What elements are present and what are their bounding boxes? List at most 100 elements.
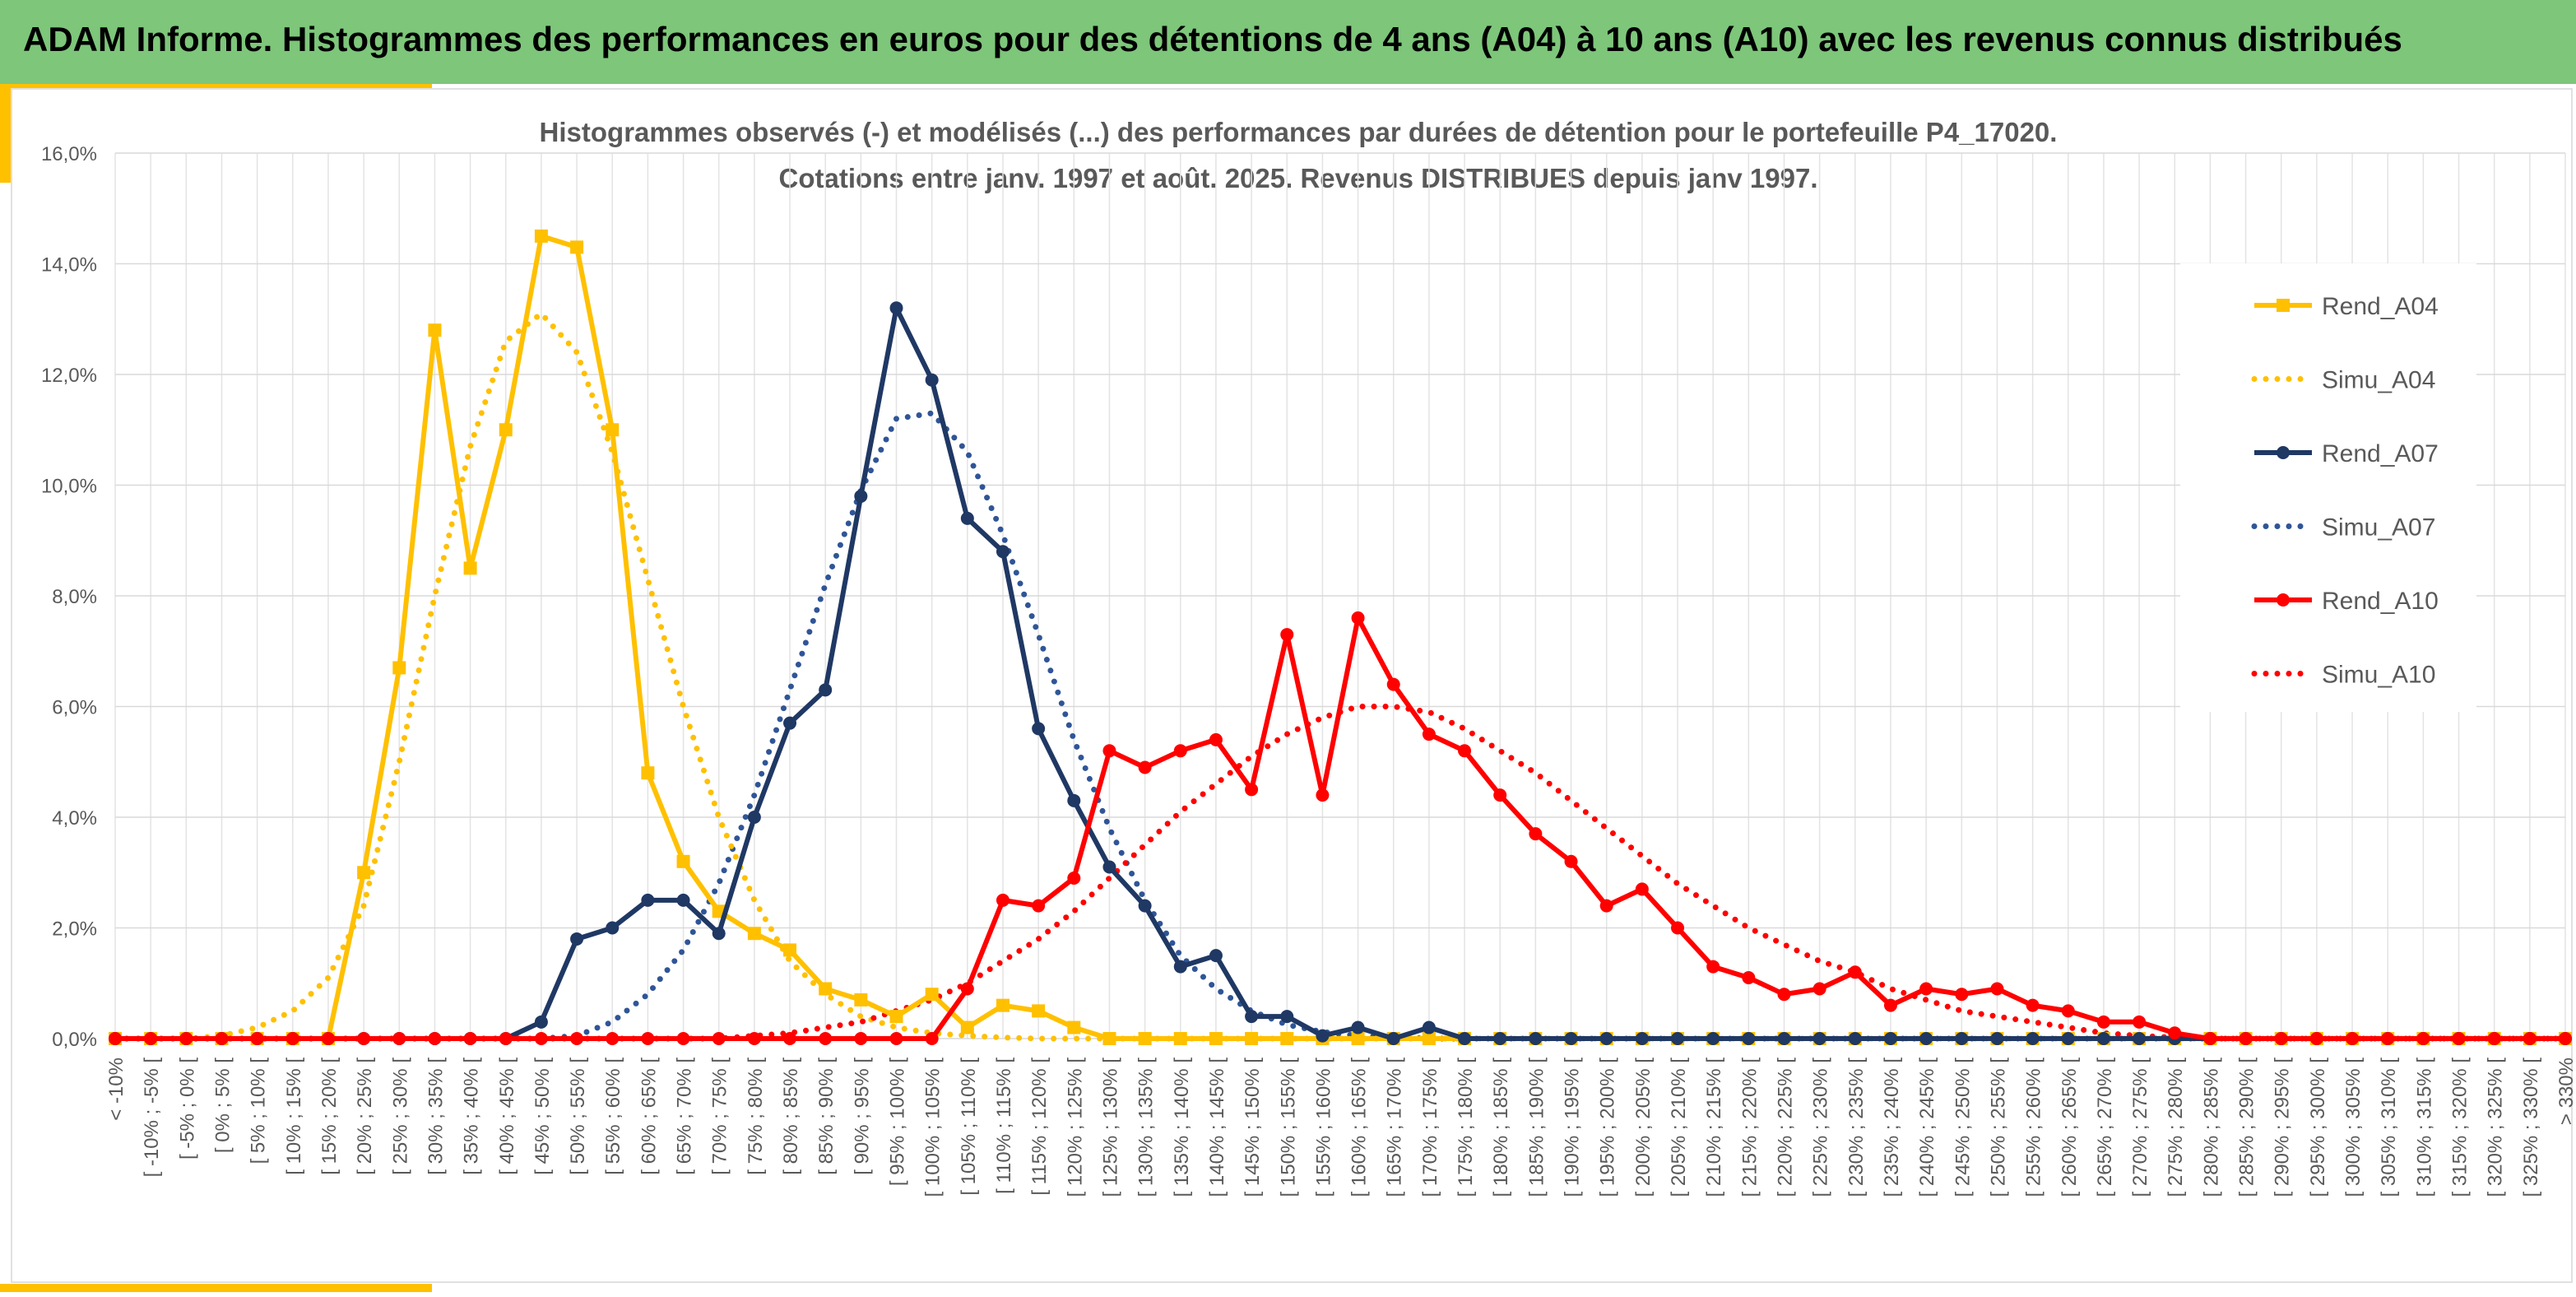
data-point <box>1386 1032 1400 1045</box>
data-point <box>925 373 939 387</box>
x-tick-label: [ 20% ; 25% [ <box>354 1058 376 1175</box>
data-point <box>1067 793 1081 807</box>
series-line-simu_a10 <box>112 704 2569 1042</box>
data-point <box>1883 998 1897 1012</box>
series-line-rend_a07 <box>115 305 2565 1041</box>
data-point <box>1635 882 1649 896</box>
data-point <box>819 1032 833 1045</box>
page-title: ADAM Informe. Histogrammes des performan… <box>23 20 2402 58</box>
data-point <box>1990 1032 2004 1045</box>
x-tick-label: [ 150% ; 155% [ <box>1277 1058 1299 1197</box>
accent-bar-bottom <box>0 1284 432 1292</box>
data-point <box>2487 1032 2501 1045</box>
data-point <box>1245 783 1259 797</box>
data-point <box>1671 1032 1685 1045</box>
data-point <box>1351 1020 1365 1034</box>
data-point <box>570 932 584 946</box>
data-point <box>676 1032 690 1045</box>
data-point <box>1067 871 1081 885</box>
x-tick-label: [ 75% ; 80% [ <box>745 1058 767 1175</box>
data-point <box>1493 788 1507 802</box>
data-point <box>1386 677 1400 691</box>
x-tick-label: [ 0% ; 5% [ <box>211 1058 234 1153</box>
data-point <box>1671 921 1685 935</box>
data-point <box>2559 1032 2572 1045</box>
x-tick-label: [ 10% ; 15% [ <box>283 1058 305 1175</box>
data-point <box>1812 1032 1826 1045</box>
y-tick-label: 0,0% <box>52 1029 97 1051</box>
data-point <box>925 1032 939 1045</box>
legend-background <box>2180 263 2476 712</box>
data-point <box>1173 960 1187 974</box>
x-tick-label: [ 55% ; 60% [ <box>602 1058 624 1175</box>
data-point <box>606 1032 620 1045</box>
data-point <box>285 1032 299 1045</box>
data-point <box>996 998 1010 1012</box>
x-tick-label: [ 5% ; 10% [ <box>248 1058 270 1165</box>
data-point <box>2346 1032 2360 1045</box>
x-tick-label: [ 140% ; 145% [ <box>1206 1058 1228 1197</box>
data-point <box>819 982 833 996</box>
data-point <box>392 661 406 675</box>
data-point <box>1564 854 1578 868</box>
series-line-rend_a10 <box>115 615 2565 1041</box>
x-tick-label: [ 250% ; 255% [ <box>1987 1058 2009 1197</box>
x-tick-label: [ 145% ; 150% [ <box>1242 1058 1264 1197</box>
data-point <box>1529 827 1543 841</box>
data-point <box>676 854 690 868</box>
x-tick-label: [ 60% ; 65% [ <box>638 1058 660 1175</box>
data-point <box>854 489 868 503</box>
data-point <box>2381 1032 2395 1045</box>
data-point <box>1422 728 1436 741</box>
x-tick-label: [ 300% ; 305% [ <box>2342 1058 2365 1197</box>
data-point <box>960 511 974 525</box>
data-point <box>1138 760 1152 774</box>
data-point <box>1316 788 1330 802</box>
data-point <box>676 893 690 907</box>
data-point <box>2061 1004 2075 1018</box>
data-point <box>534 1015 548 1029</box>
data-point <box>1245 1010 1259 1024</box>
data-point <box>2523 1032 2537 1045</box>
data-point <box>712 1032 726 1045</box>
x-tick-label: [ 255% ; 260% [ <box>2023 1058 2045 1197</box>
data-point <box>1102 1032 1116 1045</box>
data-point <box>1209 1032 1223 1045</box>
data-point <box>606 423 620 437</box>
data-point <box>2026 1032 2040 1045</box>
data-point <box>2309 1032 2323 1045</box>
x-tick-label: [ 305% ; 310% [ <box>2378 1058 2400 1197</box>
data-point <box>1032 1004 1046 1018</box>
y-tick-label: 10,0% <box>41 476 97 498</box>
x-tick-label: [ 205% ; 210% [ <box>1668 1058 1690 1197</box>
x-tick-label: [ 105% ; 110% [ <box>958 1058 980 1196</box>
x-tick-label: [ 320% ; 325% [ <box>2485 1058 2507 1197</box>
data-point <box>889 1032 903 1045</box>
y-tick-label: 2,0% <box>52 918 97 941</box>
data-point <box>499 423 513 437</box>
data-point <box>1067 1020 1081 1034</box>
data-point <box>1777 1032 1791 1045</box>
data-point <box>2061 1032 2075 1045</box>
data-point <box>1635 1032 1649 1045</box>
y-axis-labels: 0,0% 2,0% 4,0% 6,0% 8,0% 10,0% 12,0% 14,0% 16,0% <box>41 143 97 1051</box>
data-point <box>2168 1026 2182 1040</box>
y-tick-label: 6,0% <box>52 697 97 719</box>
x-tick-label: [ 25% ; 30% [ <box>389 1058 411 1175</box>
x-tick-label: [ 90% ; 95% [ <box>851 1058 873 1175</box>
x-tick-label: [ 280% ; 285% [ <box>2200 1058 2222 1197</box>
data-point <box>534 1032 548 1045</box>
x-axis-labels: < -10% [ -10% ; -5% [[ -5% ; 0% [[ 0% ; 5… <box>105 1058 2576 1197</box>
data-point <box>499 1032 513 1045</box>
x-tick-label: [ 110% ; 115% [ <box>993 1058 1015 1194</box>
data-point <box>428 323 442 337</box>
x-tick-label: [ 175% ; 180% [ <box>1455 1058 1477 1197</box>
x-tick-label: [ 325% ; 330% [ <box>2520 1058 2542 1197</box>
data-point <box>1280 628 1294 642</box>
data-point <box>1955 1032 1969 1045</box>
data-point <box>1209 732 1223 746</box>
legend-marker <box>2277 446 2290 459</box>
data-point <box>250 1032 264 1045</box>
data-point <box>641 893 655 907</box>
data-point <box>2416 1032 2430 1045</box>
